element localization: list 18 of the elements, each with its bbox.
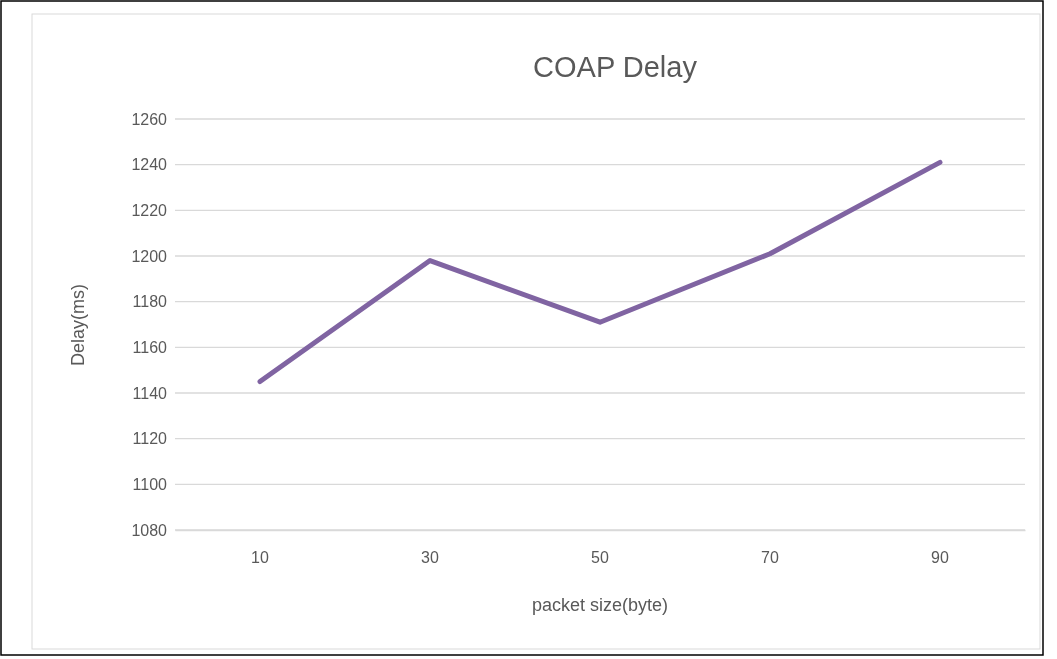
y-axis-title: Delay(ms) (68, 283, 88, 367)
x-tick-label: 10 (251, 549, 269, 567)
x-tick-label: 90 (931, 549, 949, 567)
chart-title: COAP Delay (533, 51, 698, 83)
y-tick-label: 1200 (131, 247, 168, 265)
x-tick-label: 30 (421, 549, 439, 567)
x-axis-title: packet size(byte) (531, 595, 669, 615)
y-tick-label: 1240 (131, 156, 168, 174)
y-tick-label: 1140 (132, 384, 168, 402)
y-tick-label: 1080 (131, 521, 168, 539)
y-tick-label: 1160 (132, 338, 168, 356)
y-tick-label: 1260 (131, 110, 168, 128)
y-tick-label: 1120 (132, 430, 168, 448)
x-tick-label: 70 (761, 549, 779, 567)
y-tick-label: 1180 (132, 293, 168, 311)
y-tick-label: 1100 (132, 475, 168, 493)
y-tick-label: 1220 (131, 201, 168, 219)
x-tick-label: 50 (591, 549, 609, 567)
